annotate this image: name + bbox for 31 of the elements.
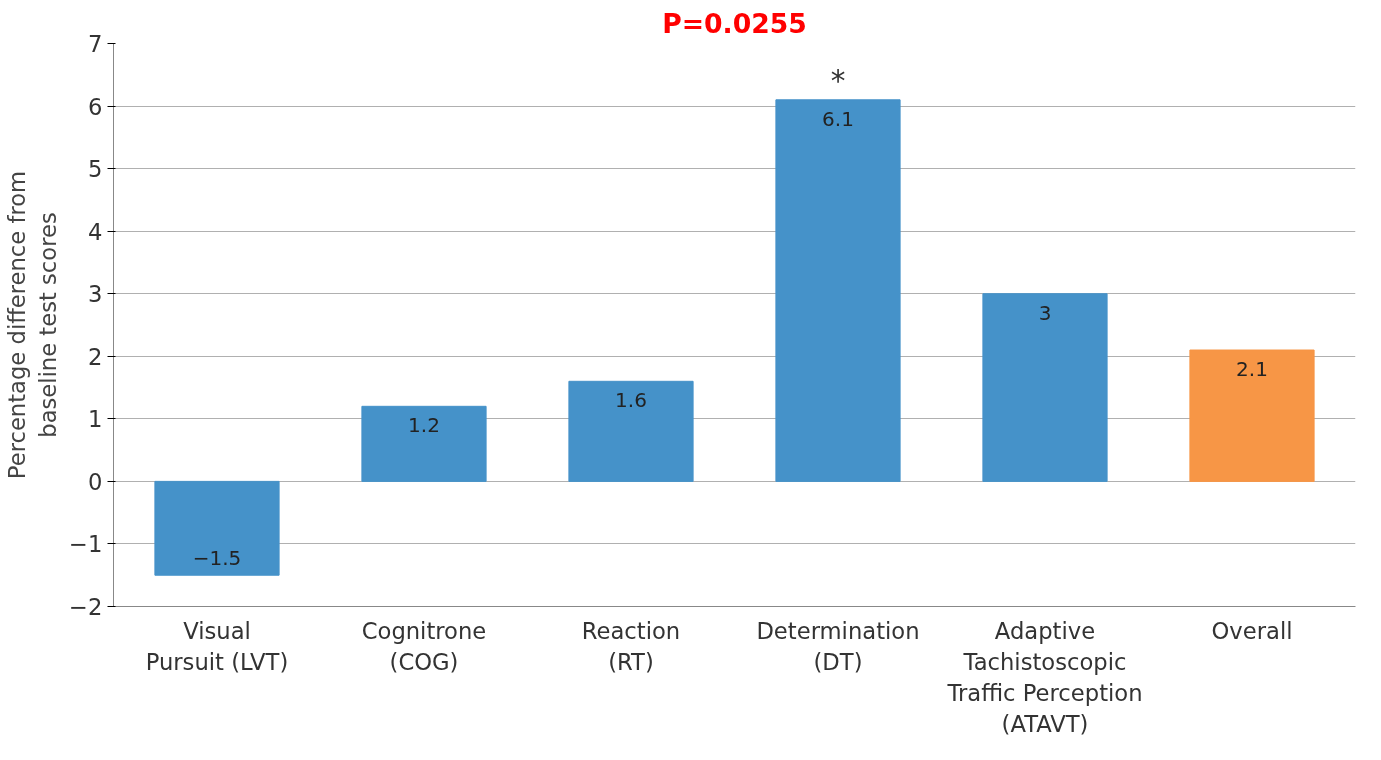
bar (1189, 349, 1315, 482)
x-tick-label: Adaptive Tachistoscopic Traffic Perception (ATAVT) (946, 617, 1143, 738)
data-label: 6.1 (822, 106, 854, 131)
bar (361, 405, 487, 482)
y-tick-label: 7 (88, 31, 103, 57)
x-tick-label: Determination (DT) (756, 617, 920, 675)
y-tick-label: 3 (88, 281, 103, 308)
chart-title: P=0.0255 (662, 7, 807, 39)
data-label: 3 (1038, 300, 1052, 325)
y-tick-label: 6 (88, 93, 103, 120)
y-tick-label: 1 (88, 406, 103, 433)
x-tick-label: Cognitrone (COG) (361, 617, 487, 675)
data-label: 1.2 (408, 413, 440, 438)
bar (154, 480, 280, 576)
y-tick-label: −1 (69, 531, 103, 558)
bar (775, 99, 901, 482)
bar (568, 380, 694, 482)
x-tick-label: Reaction (RT) (581, 617, 681, 675)
annotation: * (830, 63, 846, 98)
y-tick-label: 2 (88, 343, 103, 370)
y-axis-title: Percentage difference from baseline test scores (3, 170, 62, 480)
x-tick-label: Visual Pursuit (LVT) (145, 617, 289, 675)
data-label: 1.6 (615, 388, 647, 413)
x-tick-label: Overall (1211, 617, 1293, 644)
y-tick-label: −2 (69, 594, 103, 620)
y-tick-label: 0 (88, 468, 103, 495)
data-label: 2.1 (1236, 357, 1268, 382)
data-label: −1.5 (192, 546, 242, 571)
y-tick-label: 5 (88, 156, 103, 183)
bar (982, 293, 1108, 482)
y-tick-label: 4 (88, 218, 103, 245)
